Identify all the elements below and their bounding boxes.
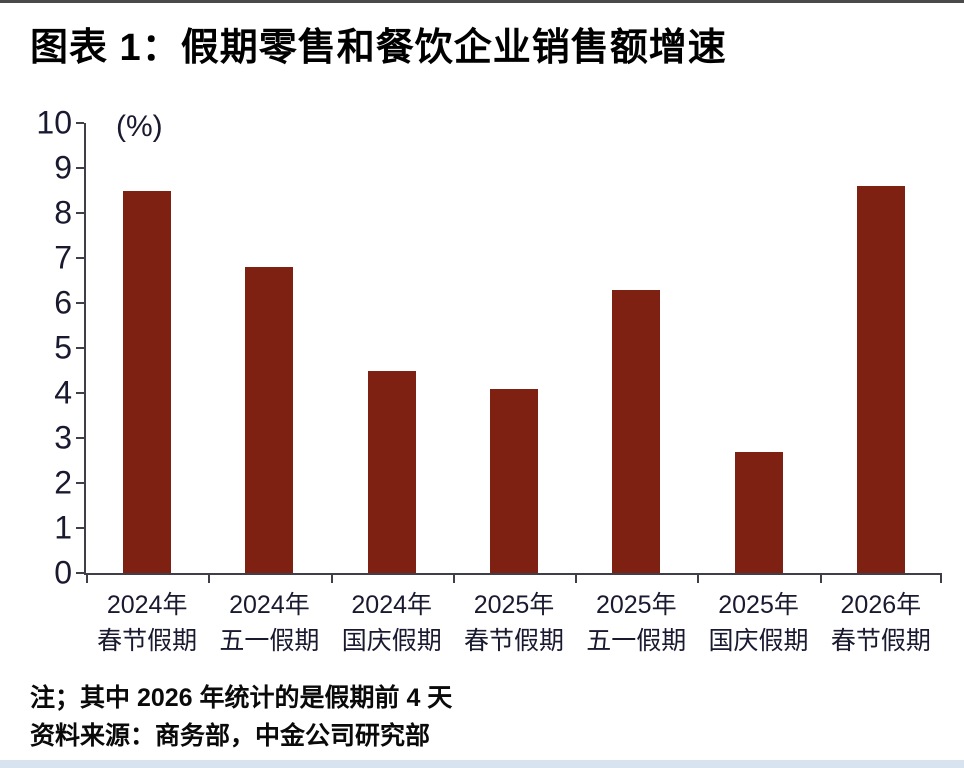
x-axis-label: 2025年国庆假期 (697, 587, 821, 659)
x-axis-label-line: 2025年 (595, 591, 677, 619)
x-axis-label-line: 春节假期 (463, 627, 564, 655)
y-axis-tick (76, 212, 84, 214)
bar (490, 388, 538, 573)
y-axis-tick-label: 4 (54, 374, 72, 411)
bar (612, 289, 661, 573)
bar (856, 186, 905, 573)
bar (734, 451, 783, 573)
x-axis-label-line: 春节假期 (830, 627, 931, 655)
x-axis-tick (940, 573, 942, 583)
bar (245, 267, 294, 573)
top-border-strip (0, 0, 964, 3)
x-axis-label-line: 2024年 (106, 591, 188, 619)
y-axis-tick-label: 5 (54, 329, 72, 366)
y-axis-tick (76, 122, 84, 124)
y-axis-tick (76, 392, 84, 394)
y-axis-unit-label: (%) (116, 110, 163, 143)
y-axis-tick (76, 437, 84, 439)
y-axis-tick-label: 3 (54, 419, 72, 456)
x-axis-label-line: 春节假期 (97, 627, 198, 655)
x-axis-label-line: 2025年 (718, 591, 799, 619)
x-axis-label-line: 2025年 (473, 591, 555, 619)
y-axis-tick (76, 572, 84, 574)
y-axis-tick-label: 6 (54, 284, 72, 321)
x-axis-label-line: 2024年 (229, 591, 310, 619)
y-axis-tick-label: 2 (54, 464, 72, 501)
x-axis-label: 2024年国庆假期 (330, 587, 454, 659)
x-axis-tick (575, 573, 577, 583)
chart-note: 注；其中 2026 年统计的是假期前 4 天 (30, 684, 453, 712)
x-axis-tick (331, 573, 333, 583)
x-axis-tick (86, 573, 88, 583)
x-axis-label: 2025年春节假期 (452, 587, 576, 659)
y-axis-tick (76, 347, 84, 349)
y-axis-tick-label: 1 (54, 509, 72, 546)
x-axis-label: 2024年五一假期 (207, 587, 331, 659)
y-axis-tick (76, 527, 84, 529)
x-axis-tick (208, 573, 210, 583)
bar (123, 190, 172, 573)
y-axis-tick-label: 9 (54, 149, 72, 186)
chart-source: 资料来源：商务部，中金公司研究部 (30, 722, 431, 750)
x-axis-label: 2026年春节假期 (819, 587, 943, 659)
x-axis-label-line: 2026年 (840, 591, 922, 619)
y-axis-tick (76, 302, 84, 304)
x-axis-label-line: 五一假期 (219, 627, 320, 655)
y-axis-tick-label: 10 (36, 104, 72, 141)
x-axis-label-line: 五一假期 (586, 627, 687, 655)
plot-area: 0 1 2 3 4 5 6 7 8 9 10 2024年春节假期 2024年五一假期 2024年国庆假期 2… (36, 105, 942, 655)
x-axis-label-line: 国庆假期 (341, 627, 442, 655)
x-axis-tick (820, 573, 822, 583)
bottom-border-strip (0, 760, 964, 768)
x-axis-tick (453, 573, 455, 583)
y-axis-tick-label: 0 (54, 554, 72, 591)
y-axis-tick (76, 167, 84, 169)
y-axis-tick (76, 482, 84, 484)
y-axis-tick-label: 8 (54, 194, 72, 231)
chart-title: 图表 1：假期零售和餐饮企业销售额增速 (30, 27, 727, 69)
x-axis-label-line: 2024年 (351, 591, 433, 619)
y-axis-tick (76, 257, 84, 259)
x-axis-tick (697, 573, 699, 583)
y-axis-tick-label: 7 (54, 239, 72, 276)
bar (367, 370, 416, 573)
x-axis-label: 2025年五一假期 (574, 587, 698, 659)
x-axis-label-line: 国庆假期 (708, 627, 809, 655)
x-axis-label: 2024年春节假期 (85, 587, 209, 659)
